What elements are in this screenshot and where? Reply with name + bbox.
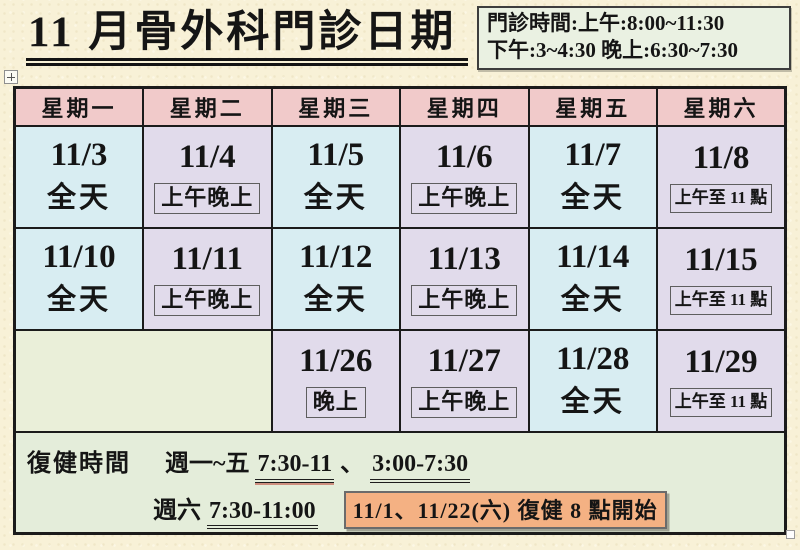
weekday-header-cell: 星期四	[399, 86, 530, 127]
schedule-table-body: 11/3 全天 11/4 上午晚上 11/5 全天 11/6 上午晚上 11/7 全天 11/8 上午…	[13, 124, 787, 433]
rehab-weekday-label: 週一~五	[165, 451, 256, 478]
session-label-boxed: 上午晚上	[411, 387, 518, 418]
schedule-cell: 11/15 上午至 11 點	[656, 226, 787, 331]
schedule-table: 星期一 星期二 星期三 星期四 星期五 星期六 11/3 全天 11/4 上午晚上 11/5 全天 1…	[13, 86, 787, 535]
weekday-header-cell: 星期二	[142, 86, 273, 127]
date-label: 11/5	[307, 137, 365, 174]
date-label: 11/13	[427, 241, 501, 278]
date-label: 11/10	[42, 239, 116, 276]
weekday-header-cell: 星期三	[270, 86, 401, 127]
date-label: 11/26	[299, 343, 373, 380]
schedule-cell: 11/26 晚上	[270, 328, 401, 433]
schedule-table-head: 星期一 星期二 星期三 星期四 星期五 星期六	[13, 86, 787, 127]
session-label-boxed: 上午至 11 點	[669, 286, 773, 315]
schedule-cell: 11/29 上午至 11 點	[656, 328, 787, 433]
rehab-time-separator: 、	[340, 451, 365, 478]
schedule-cell: 11/28 全天	[527, 328, 658, 433]
schedule-cell: 11/12 全天	[270, 226, 401, 331]
weekday-header-cell: 星期六	[656, 86, 787, 127]
schedule-cell: 11/10 全天	[13, 226, 144, 331]
session-label-wrap: 上午晚上	[401, 285, 528, 316]
schedule-row: 11/10 全天 11/11 上午晚上 11/12 全天 11/13 上午晚上 11/14 全天 1…	[13, 226, 787, 331]
session-label-wrap: 上午晚上	[144, 183, 271, 214]
session-label-allday: 全天	[560, 386, 625, 419]
schedule-cell: 11/13 上午晚上	[399, 226, 530, 331]
session-label-wrap: 晚上	[273, 387, 400, 418]
schedule-cell: 11/27 上午晚上	[399, 328, 530, 433]
rehab-saturday-time: 7:30-11:00	[207, 498, 318, 530]
date-label: 11/28	[556, 341, 630, 378]
rehab-section-label: 復健時間	[27, 451, 131, 478]
rehab-weekday-morning-time: 7:30-11	[255, 451, 335, 483]
rehab-highlight-note: 11/1、11/22(六) 復健 8 點開始	[343, 490, 667, 529]
schedule-row: 11/26 晚上 11/27 上午晚上 11/28 全天 11/29 上午至 11 點	[13, 328, 787, 433]
schedule-cell: 11/14 全天	[527, 226, 658, 331]
date-label: 11/3	[50, 137, 108, 174]
clinic-hours-line2: 下午:3~4:30 晚上:6:30~7:30	[487, 37, 739, 62]
date-label: 11/4	[178, 139, 236, 176]
session-label-boxed: 上午晚上	[411, 285, 518, 316]
session-label-allday: 全天	[303, 182, 368, 215]
schedule-cell: 11/4 上午晚上	[142, 124, 273, 229]
date-label: 11/7	[564, 137, 622, 174]
schedule-cell: 11/3 全天	[13, 124, 144, 229]
session-label-allday: 全天	[46, 284, 111, 317]
session-label-wrap: 上午晚上	[144, 285, 271, 316]
session-label-boxed: 上午至 11 點	[669, 388, 773, 417]
session-label-allday: 全天	[560, 182, 625, 215]
empty-cell	[13, 328, 273, 433]
table-resize-handle-icon[interactable]	[786, 530, 795, 539]
session-label-wrap: 上午晚上	[401, 387, 528, 418]
rehab-section: 復健時間 週一~五 7:30-11 、 3:00-7:30 週六 7:30-11…	[13, 430, 787, 535]
session-label-boxed: 上午晚上	[154, 183, 261, 214]
schedule-cell: 11/11 上午晚上	[142, 226, 273, 331]
rehab-saturday-line: 週六 7:30-11:00 11/1、11/22(六) 復健 8 點開始	[153, 490, 784, 530]
session-label-boxed: 晚上	[305, 387, 366, 418]
date-label: 11/27	[427, 343, 501, 380]
date-label: 11/6	[435, 139, 493, 176]
rehab-table-body: 復健時間 週一~五 7:30-11 、 3:00-7:30 週六 7:30-11…	[13, 430, 787, 535]
weekday-header-row: 星期一 星期二 星期三 星期四 星期五 星期六	[13, 86, 787, 127]
clinic-hours-line1: 門診時間:上午:8:00~11:30	[487, 11, 725, 35]
session-label-boxed: 上午晚上	[154, 285, 261, 316]
session-label-boxed: 上午晚上	[411, 183, 518, 214]
date-label: 11/15	[684, 242, 758, 279]
weekday-header-cell: 星期一	[13, 86, 144, 127]
date-label: 11/29	[684, 344, 758, 381]
rehab-row: 復健時間 週一~五 7:30-11 、 3:00-7:30 週六 7:30-11…	[13, 430, 787, 535]
session-label-allday: 全天	[46, 182, 111, 215]
rehab-weekday-line: 復健時間 週一~五 7:30-11 、 3:00-7:30	[27, 443, 784, 483]
schedule-cell: 11/5 全天	[270, 124, 401, 229]
session-label-wrap: 上午晚上	[401, 183, 528, 214]
date-label: 11/12	[299, 239, 373, 276]
weekday-header-cell: 星期五	[527, 86, 658, 127]
page-title: 11 月骨外科門診日期	[26, 8, 469, 67]
schedule-cell: 11/6 上午晚上	[399, 124, 530, 229]
date-label: 11/11	[171, 241, 244, 278]
rehab-saturday-label: 週六	[153, 497, 207, 524]
schedule-cell: 11/7 全天	[527, 124, 658, 229]
table-move-handle-icon[interactable]	[4, 70, 18, 84]
session-label-wrap: 上午至 11 點	[658, 286, 784, 315]
session-label-wrap: 上午至 11 點	[658, 184, 784, 213]
date-label: 11/14	[556, 239, 630, 276]
date-label: 11/8	[692, 140, 750, 177]
rehab-weekday-afternoon-time: 3:00-7:30	[370, 451, 471, 483]
session-label-allday: 全天	[303, 284, 368, 317]
session-label-boxed: 上午至 11 點	[669, 184, 773, 213]
session-label-allday: 全天	[560, 284, 625, 317]
schedule-row: 11/3 全天 11/4 上午晚上 11/5 全天 11/6 上午晚上 11/7 全天 11/8 上午…	[13, 124, 787, 229]
session-label-wrap: 上午至 11 點	[658, 388, 784, 417]
schedule-cell: 11/8 上午至 11 點	[656, 124, 787, 229]
clinic-hours-box: 門診時間:上午:8:00~11:30 下午:3~4:30 晚上:6:30~7:3…	[477, 6, 791, 70]
